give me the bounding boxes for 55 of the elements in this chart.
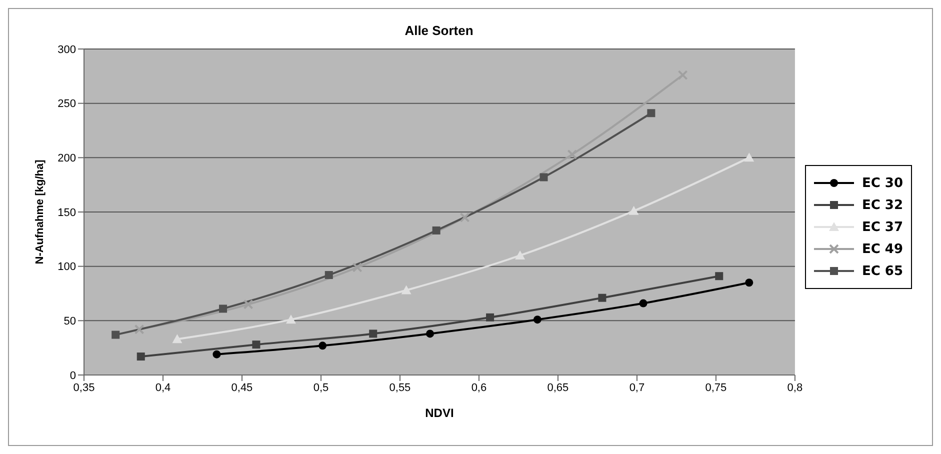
point	[243, 299, 254, 310]
point	[286, 314, 296, 324]
y-tick-label: 250	[58, 98, 76, 110]
x-tick-label: 0,55	[389, 382, 411, 394]
point	[352, 262, 362, 272]
point	[745, 278, 754, 287]
point	[318, 342, 327, 350]
x-tick-label: 0,45	[231, 382, 253, 394]
x-tick-label: 0,35	[73, 382, 95, 394]
chart-title: Alle Sorten	[404, 23, 474, 38]
x-tick-label: 0,6	[471, 382, 487, 394]
y-tick-label: 0	[70, 370, 76, 382]
y-tick-label: 100	[58, 261, 76, 274]
point	[598, 294, 606, 302]
y-tick-label: 50	[64, 316, 76, 328]
point	[678, 70, 688, 80]
point	[647, 109, 656, 118]
x-tick-label: 0,5	[313, 382, 329, 394]
legend-label: EC 49	[862, 242, 903, 256]
x-tick-label: 0,7	[629, 382, 645, 394]
point	[628, 206, 639, 215]
x-tick-label: 0,75	[705, 382, 727, 394]
point	[460, 212, 470, 222]
y-tick-label: 300	[58, 44, 76, 56]
point	[540, 173, 548, 182]
point	[112, 330, 120, 339]
point	[715, 272, 724, 280]
y-tick-label: 150	[58, 206, 76, 219]
y-axis-title: N-Aufnahme [kg/ha]	[34, 159, 46, 264]
point	[533, 316, 542, 324]
x-tick-label: 0,4	[155, 382, 171, 394]
point	[486, 313, 494, 322]
point	[401, 285, 412, 294]
point	[426, 330, 434, 338]
point	[324, 271, 333, 280]
point	[639, 299, 648, 308]
point	[172, 334, 182, 344]
x-tick-label: 0,8	[787, 382, 803, 394]
point	[212, 350, 221, 358]
point	[567, 149, 578, 160]
legend-label: EC 32	[862, 198, 903, 212]
point	[134, 324, 144, 334]
point	[136, 352, 145, 361]
x-tick-label: 0,65	[547, 382, 569, 394]
point	[369, 330, 378, 338]
y-tick-label: 200	[58, 152, 76, 165]
point	[219, 304, 228, 313]
x-axis-title: NDVI	[425, 406, 454, 420]
point	[252, 340, 260, 349]
legend-label: EC 65	[862, 264, 903, 278]
legend-label: EC 37	[862, 220, 903, 234]
point	[432, 226, 440, 234]
point	[515, 250, 526, 260]
legend-label: EC 30	[862, 176, 903, 190]
point	[744, 152, 754, 162]
